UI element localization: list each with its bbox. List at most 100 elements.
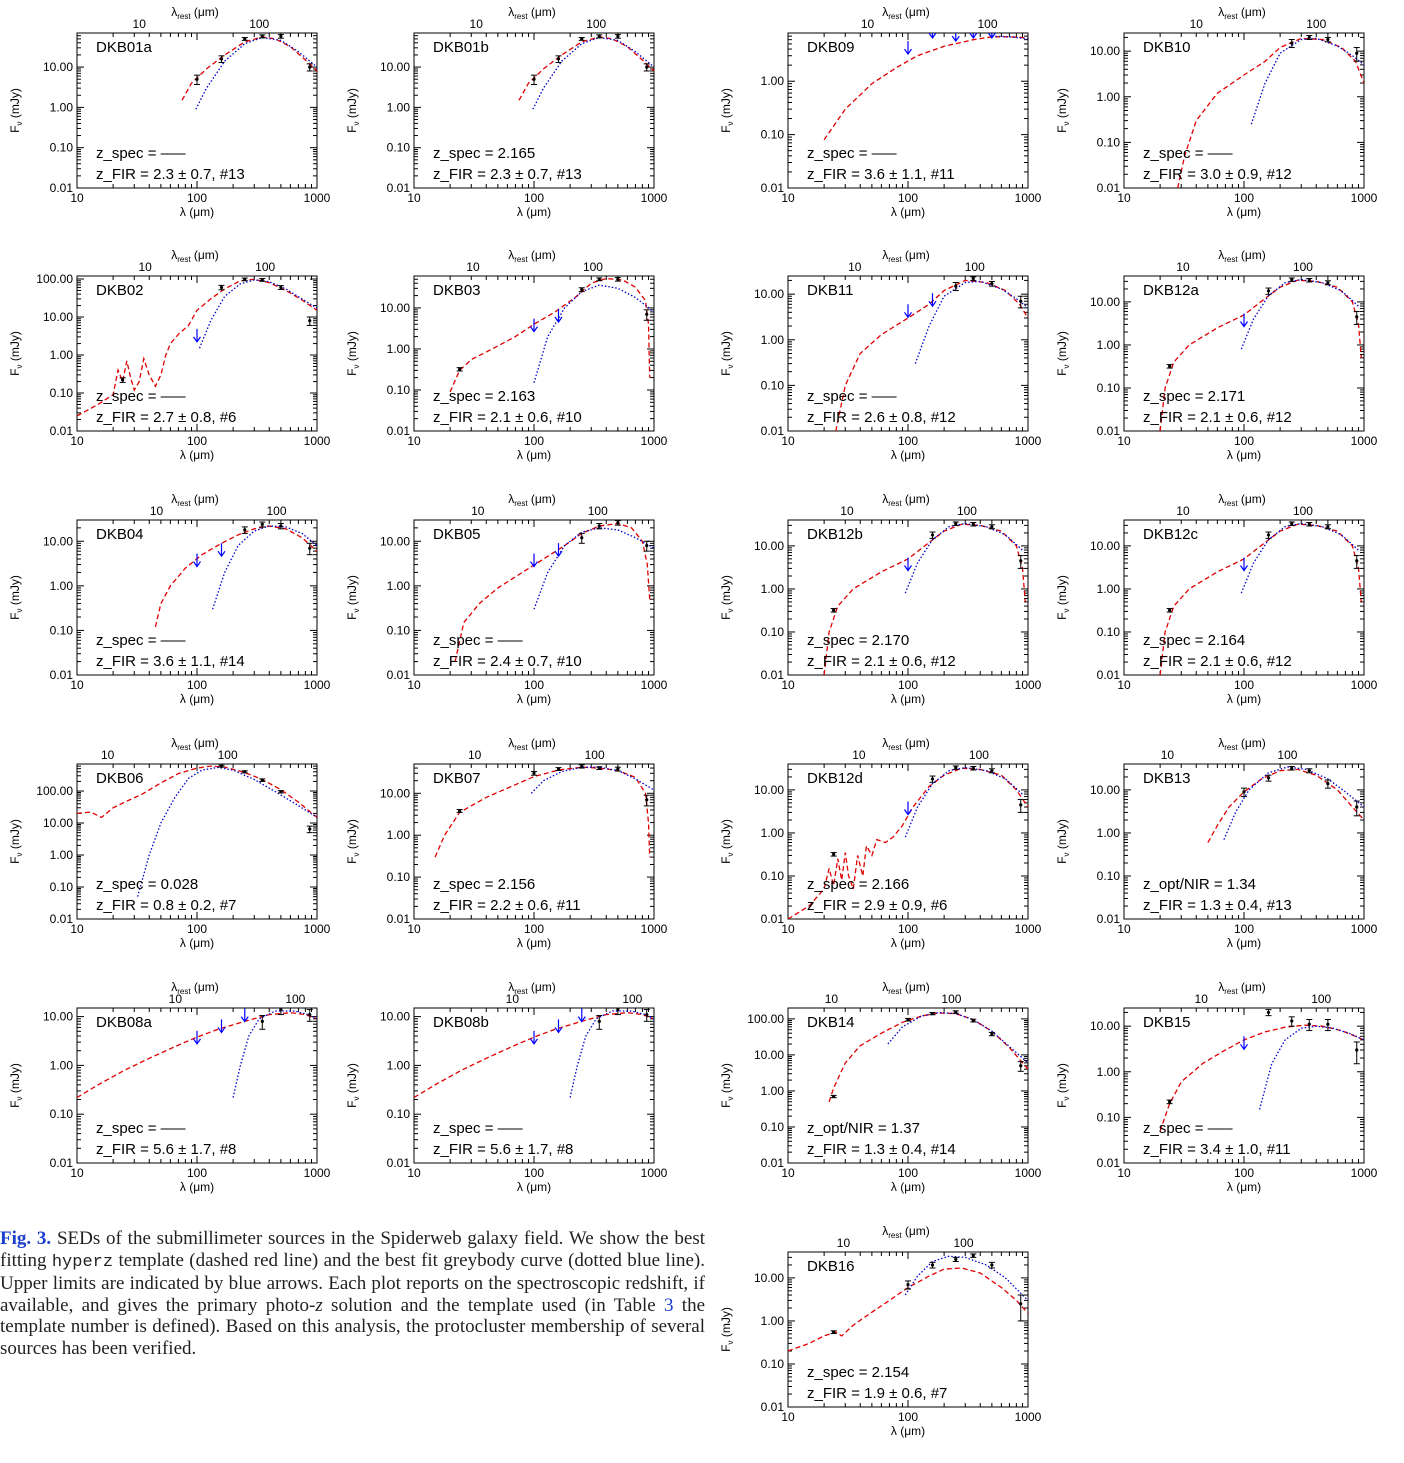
rest-tick-label: 10: [471, 504, 485, 518]
panel-title: DKB04: [96, 526, 144, 543]
z-fir-annotation: z_FIR = 5.6 ± 1.7, #8: [433, 1141, 573, 1158]
rest-axis-label: λrest (μm): [1218, 492, 1266, 508]
rest-axis-label: λrest (μm): [1218, 980, 1266, 996]
y-tick-label: 0.10: [761, 625, 785, 639]
upper-limit-arrowhead: [928, 33, 937, 40]
y-tick-label: 0.01: [1097, 424, 1121, 438]
rest-tick-label: 10: [1195, 992, 1209, 1006]
x-tick-label: 100: [898, 922, 918, 936]
data-point: [971, 1018, 975, 1023]
y-tick-label: 1.00: [761, 333, 785, 347]
rest-axis-label-unit: (μm): [1238, 980, 1266, 994]
greybody-curve: [904, 1255, 1028, 1301]
plot-area: [518, 34, 654, 110]
z-fir-annotation: z_FIR = 3.4 ± 1.0, #11: [1143, 1141, 1291, 1158]
data-point: [906, 1282, 910, 1287]
x-tick-label: 100: [187, 922, 207, 936]
rest-tick-label: 10: [837, 1236, 851, 1250]
greybody-curve: [198, 279, 317, 349]
caption-text-3: solution and the template used (in Table: [322, 1294, 664, 1316]
upper-limit-arrowhead: [530, 561, 538, 568]
y-tick-label: 10.00: [1090, 44, 1120, 58]
upper-limit-arrowhead: [217, 550, 226, 558]
data-point: [1326, 281, 1330, 285]
y-axis-label: Fν (mJy): [345, 1063, 361, 1108]
data-point: [532, 771, 536, 775]
data-point: [279, 285, 283, 290]
x-tick-label: 100: [898, 1410, 918, 1424]
x-tick-label: 10: [781, 922, 795, 936]
upper-limit-arrowhead: [969, 33, 978, 40]
z-spec-annotation: z_spec = 2.171: [1143, 388, 1245, 405]
plot-area: [1159, 521, 1362, 675]
data-point: [580, 536, 584, 540]
data-point: [597, 277, 601, 281]
data-point: [580, 287, 584, 292]
y-axis-label-sub: ν: [15, 852, 24, 856]
plot-frame: [1123, 275, 1365, 432]
plot-frame: [413, 32, 655, 189]
rest-tick-label: 100: [1293, 260, 1313, 274]
y-tick-label: 1.00: [1097, 90, 1121, 104]
panel-title: DKB16: [807, 1258, 855, 1275]
rest-tick-label: 100: [585, 748, 605, 762]
sed-panel-dkb15: 10 100 1000 0.01 0.10 1.00 10.00 10 100 λrest (μm…: [1055, 980, 1378, 1194]
panel-title: DKB07: [433, 770, 481, 787]
template-curve: [414, 1012, 654, 1099]
x-tick-label: 1000: [304, 1166, 331, 1180]
data-point: [243, 37, 247, 41]
y-tick-label: 0.10: [387, 623, 411, 637]
y-tick-label: 1.00: [387, 100, 411, 114]
data-point: [832, 608, 836, 612]
y-tick-label: 0.10: [761, 128, 785, 142]
rest-axis-label: λrest (μm): [171, 736, 219, 752]
x-axis-label: λ (μm): [180, 448, 214, 462]
y-tick-label: 0.10: [1097, 869, 1121, 883]
rest-axis-label-sub: rest: [177, 12, 191, 21]
data-point: [954, 521, 958, 526]
greybody-curve: [530, 766, 654, 794]
data-point: [1242, 790, 1246, 794]
y-axis-label-sub: ν: [15, 121, 24, 125]
x-tick-label: 100: [898, 191, 918, 205]
data-point: [616, 767, 620, 771]
x-tick-label: 10: [1117, 678, 1131, 692]
y-axis-label-sub: ν: [1062, 364, 1071, 368]
plot-area: [823, 33, 1028, 141]
data-point: [1355, 559, 1359, 563]
plot-area: [449, 277, 654, 393]
upper-limit-arrowhead: [554, 1027, 563, 1034]
panel-title: DKB01a: [96, 39, 153, 56]
y-axis-label: Fν (mJy): [1055, 1063, 1071, 1108]
panel-title: DKB12b: [807, 526, 863, 543]
x-tick-label: 100: [524, 191, 544, 205]
data-point: [1266, 776, 1271, 780]
upper-limit-arrowhead: [1240, 565, 1248, 572]
data-point: [243, 528, 247, 532]
data-point: [260, 1019, 264, 1023]
y-tick-label: 1.00: [387, 579, 411, 593]
y-tick-label: 0.01: [50, 181, 74, 195]
sed-panel-dkb08a: 10 100 1000 0.01 0.10 1.00 10.00 10 100 λrest (μm…: [8, 980, 331, 1194]
caption-table-ref[interactable]: 3: [663, 1294, 674, 1316]
data-point: [1290, 766, 1294, 770]
z-spec-annotation: z_spec = 2.166: [807, 876, 909, 893]
data-point: [930, 533, 935, 537]
rest-axis-label-sub: rest: [514, 987, 528, 996]
caption-zvar: z: [315, 1294, 323, 1316]
y-axis-label: Fν (mJy): [345, 331, 361, 376]
y-axis-label-sub: ν: [352, 608, 361, 612]
y-axis-label-sub: ν: [15, 608, 24, 612]
data-point: [121, 378, 125, 382]
caption-lead[interactable]: Fig. 3.: [0, 1228, 52, 1249]
data-point: [954, 1257, 958, 1261]
y-tick-label: 10.00: [380, 534, 410, 548]
sed-panel-dkb01a: 10 100 1000 0.01 0.10 1.00 10.00 10 100 λrest (μm…: [8, 5, 331, 219]
rest-tick-label: 10: [1161, 748, 1175, 762]
y-tick-label: 10.00: [380, 301, 410, 315]
x-tick-label: 100: [524, 434, 544, 448]
z-spec-annotation: z_spec = –––: [807, 145, 897, 162]
data-point: [1290, 1019, 1294, 1023]
data-point: [906, 1018, 910, 1022]
